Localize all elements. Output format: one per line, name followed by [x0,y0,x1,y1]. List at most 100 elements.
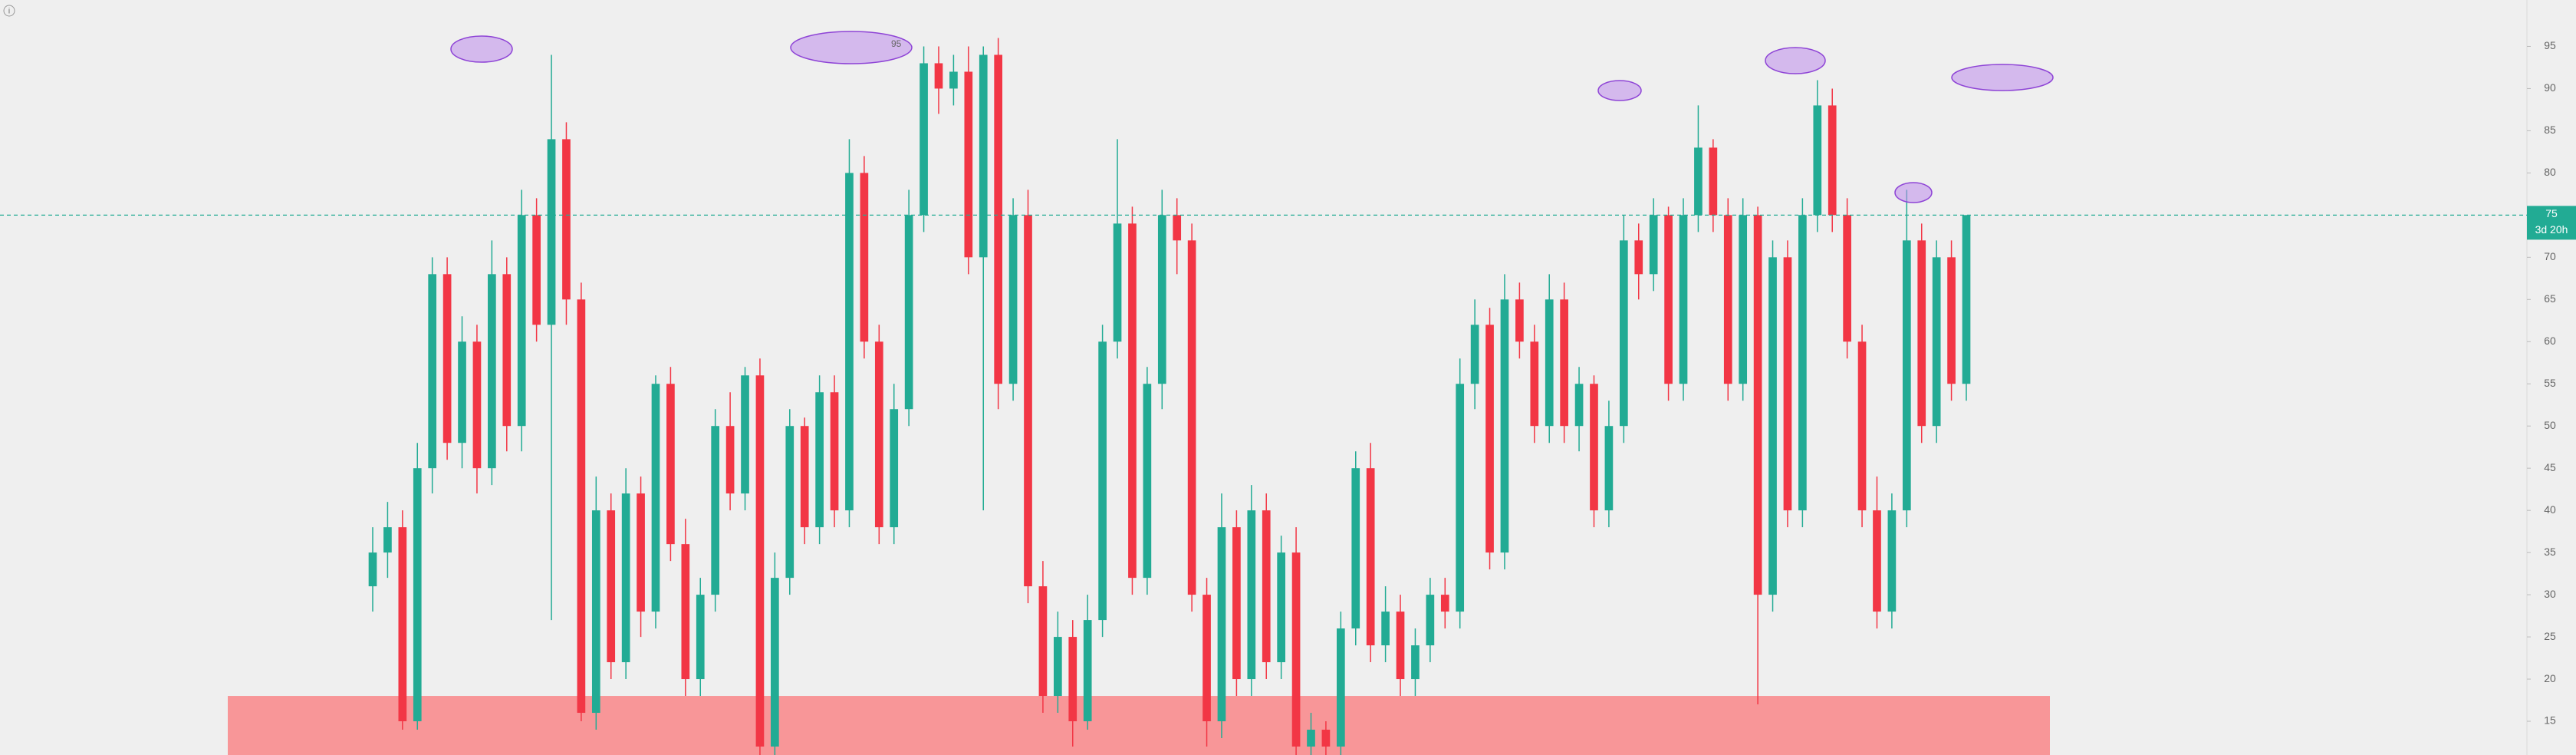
candle-body [1113,223,1122,342]
candle-body [785,426,795,579]
candle-body [651,384,660,612]
candle-body [1604,426,1614,511]
candle-body [964,71,973,258]
y-tick-label: 30 [2544,588,2556,600]
last-price-label: 75 [2545,207,2558,219]
candle-body [488,274,496,469]
candle-body [890,409,899,528]
candle-body [1917,240,1926,427]
candle-body [1068,637,1077,722]
candle-body [1813,105,1822,216]
candle-body [1679,215,1688,384]
y-tick-label: 95 [2544,39,2556,51]
candle-body [458,341,466,443]
y-tick-label: 60 [2544,335,2556,347]
candle-body [1336,628,1345,747]
candle-body [1515,299,1524,342]
candle-body [1798,215,1807,511]
candle-body [517,215,526,427]
y-tick-label: 15 [2544,714,2556,727]
candle-body [1351,468,1360,629]
candle-body [562,139,571,300]
candle-body [1277,552,1285,663]
highlight-ellipse [790,31,913,64]
candle-body [442,274,452,443]
highlight-ellipse [1765,47,1826,74]
candle-body [398,527,407,722]
candle-body [607,510,616,663]
candle-body [1619,240,1628,427]
candle-body [1902,240,1911,511]
candle-body [815,392,824,528]
candle-body [860,173,869,342]
candle-body [428,274,437,469]
candle-body [711,426,720,595]
candle-body [800,426,809,528]
candle-body [1485,325,1494,553]
candle-body [949,71,958,89]
candle-body [830,392,839,511]
candle-body [1396,612,1405,680]
info-icon-glyph: i [8,8,10,16]
candle-body [1783,257,1792,511]
candle-body [1768,257,1777,595]
candle-body [1857,341,1867,511]
candle-body [1187,240,1196,595]
candle-body [547,139,556,325]
candle-body [934,63,943,89]
candle-body [1500,299,1509,553]
countdown-label: 3d 20h [2535,223,2568,236]
candle-body [1217,527,1226,722]
highlight-ellipse [1597,80,1642,101]
candle-body [383,527,392,553]
last-price-box [2527,206,2576,240]
candle-body [696,595,705,680]
y-tick-label: 25 [2544,630,2556,642]
candle-body [532,215,541,325]
candle-body [845,173,854,511]
y-tick-label: 90 [2544,81,2556,94]
candle-body [413,468,422,722]
highlight-ellipse [1894,182,1933,203]
y-tick-label: 50 [2544,419,2556,431]
candle-body [1843,215,1851,342]
candle-body [502,274,512,427]
candle-body [1098,341,1107,621]
y-tick-label: 80 [2544,166,2556,178]
candle-body [368,552,377,587]
candle-body [874,341,883,528]
highlight-ellipse [450,35,513,63]
candle-body [1962,215,1971,384]
candle-body [1664,215,1673,384]
candle-body [1574,384,1584,427]
info-icon[interactable] [3,5,15,17]
candle-body [1173,215,1182,241]
candle-body [472,341,482,469]
candle-body [1024,215,1032,587]
candle-body [1828,105,1837,216]
y-tick-label: 35 [2544,546,2556,558]
y-tick-label: 65 [2544,292,2556,305]
y-tick-label: 55 [2544,377,2556,389]
candle-body [1366,468,1375,646]
candle-body [1008,215,1018,384]
candle-body [920,63,928,216]
candle-body [1232,527,1241,680]
candle-body [1411,645,1420,680]
candle-body [1440,595,1449,612]
plot: 1520253035404550556065707580859095753d 2… [0,31,2576,755]
candle-body [1694,147,1703,216]
candle-body [1054,637,1062,697]
y-tick-label: 70 [2544,250,2556,262]
candle-body [1723,215,1732,384]
candle-body [1590,384,1598,511]
candle-body [994,54,1003,384]
candle-body [1426,595,1435,646]
candle-body [681,544,690,680]
highlight-band [228,696,2050,755]
candle-body [1649,215,1658,275]
y-tick-label: 45 [2544,461,2556,473]
candle-body [1262,510,1271,663]
